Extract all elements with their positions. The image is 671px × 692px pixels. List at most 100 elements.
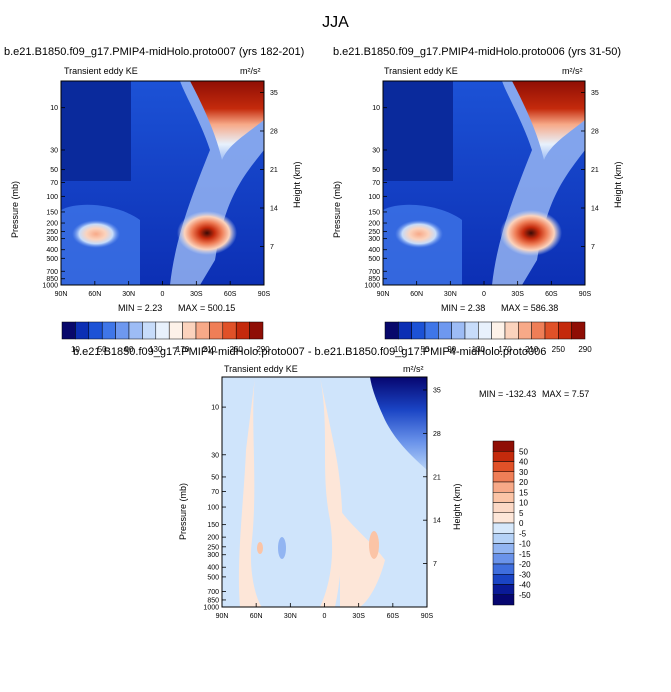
panel3-ytick-label: 10 [211,405,219,412]
panel2-ytick-label: 850 [368,276,380,283]
panel2-xtick-label: 60S [545,291,558,298]
panel3-min: MIN = -132.43 [479,389,537,399]
panel2-ylabel: Pressure (mb) [332,180,342,238]
panel2-min: MIN = 2.38 [441,303,486,313]
panel3-colorbar-swatch [492,481,515,493]
panel1-nh-core [72,220,120,248]
panel3-colorbar-label: -5 [519,529,527,538]
panel2-ytick-label: 700 [368,269,380,276]
panel3-colorbar-label: 5 [519,509,524,518]
panel1-colorbar-swatch [115,321,130,340]
panel1-colorbar-label: 90 [125,345,134,354]
panel2-colorbar-swatch [438,321,452,340]
panel1-ytick-label: 100 [46,194,58,201]
panel3-xtick-label: 60S [387,613,400,620]
panel2-xtick-label: 90N [377,291,390,298]
panel1-colorbar-swatch [155,321,170,340]
panel3-ytick-label: 1000 [203,605,219,612]
panel3-ytick-label: 250 [207,544,219,551]
panel3-y2tick-label: 7 [433,561,437,568]
panel3-positive-band-3 [340,510,385,607]
panel1-deep-region [61,81,131,181]
panel1-colorbar-swatch [61,321,76,340]
panel2-xtick-label: 0 [482,291,486,298]
panel2-ytick-label: 400 [368,247,380,254]
panel3-y2tick-label: 21 [433,474,441,481]
panel3-colorbar-label: 20 [519,478,528,487]
panel1-colorbar-swatch [168,321,183,340]
panel1-colorbar-swatch [249,321,264,340]
panel1-y2tick-label: 35 [270,90,278,97]
panel1-xtick-label: 60S [224,291,237,298]
panel3-ytick-label: 50 [211,474,219,481]
panel2-y2tick-label: 21 [591,167,599,174]
panel2-colorbar-swatch [451,321,466,340]
panel1-colorbar-swatch [235,321,250,340]
panel2-y2tick-label: 28 [591,128,599,135]
panel2-colorbar-swatch [398,321,412,340]
panel3-subtitle: Transient eddy KE [224,364,298,374]
panel1-colorbar-label: 130 [149,345,163,354]
panel3-ytick-label: 400 [207,565,219,572]
panel3-positive-core-2 [257,542,263,554]
panel3-colorbar-swatch [492,533,515,544]
panel2-ytick-label: 50 [372,167,380,174]
panel1-colorbar-swatch [101,321,116,340]
panel3-xtick-label: 90N [216,613,229,620]
panel2-colorbar-swatch [478,321,492,340]
panel2-ytick-label: 1000 [364,283,380,290]
panel2-xtick-label: 30S [511,291,524,298]
panel1-colorbar-swatch [209,321,224,340]
panel3-colorbar-label: -10 [519,540,531,549]
panel3-ytick-label: 70 [211,489,219,496]
panel3-xtick-label: 30S [352,613,365,620]
panel1-xtick-label: 90N [55,291,68,298]
panel3-y2tick-label: 14 [433,518,441,525]
panel2-ytick-label: 100 [368,194,380,201]
colorbars: 10 50 90 130 170 210 250 290 10 50 90 130 170 210 250 2… [61,321,592,606]
panel1-colorbar-label: 250 [230,345,244,354]
panel2-nh-core [395,220,443,248]
panel3-positive-core [369,531,379,559]
panel3-ytick-label: 700 [207,589,219,596]
panel2-colorbar-swatch [411,321,426,340]
panel2-colorbar-swatch [491,321,506,340]
panel2-colorbar-swatch [544,321,559,340]
panel1-ytick-label: 850 [46,276,58,283]
panel2-ytick-label: 200 [368,221,380,228]
panel3-title: b.e21.B1850.f09_g17.PMIP4-midHolo.proto0… [73,346,547,358]
panel3-ytick-label: 300 [207,552,219,559]
panel3-colorbar-swatch [492,594,515,606]
panel2-max: MAX = 586.38 [501,303,559,313]
panel3-xtick-label: 90S [421,613,434,620]
panel2-colorbar-label: 10 [394,345,403,354]
panel2-subtitle: Transient eddy KE [384,66,458,76]
panel1-colorbar-label: 210 [203,345,217,354]
panel3-units: m²/s² [403,364,424,374]
panel2-colorbar-label: 290 [578,345,592,354]
panel1-xtick-label: 0 [161,291,165,298]
panel3-colorbar-swatch [492,553,515,565]
panel1-colorbar-swatch [142,321,157,340]
panel1-ytick-label: 150 [46,209,58,216]
panel2-units: m²/s² [562,66,583,76]
panel2-xtick-label: 90S [579,291,592,298]
panel2-ytick-label: 300 [368,236,380,243]
panel1-ylabel: Pressure (mb) [10,180,20,238]
panel2-colorbar-label: 250 [552,345,566,354]
panel3-colorbar-swatch [492,440,515,452]
panel3-ytick-label: 850 [207,597,219,604]
panel3-colorbar-label: 15 [519,488,528,497]
panel3-positive-band-2 [320,377,343,607]
panel2-y2tick-label: 14 [591,205,599,212]
panel3-colorbar-label: 10 [519,499,528,508]
panel3-colorbar-label: 40 [519,458,528,467]
panel1-xtick-label: 30N [122,291,135,298]
panel3-ytick-label: 200 [207,535,219,542]
panel1-colorbar-label: 50 [98,345,107,354]
panel1-xtick-label: 60N [88,291,101,298]
panel1-title: b.e21.B1850.f09_g17.PMIP4-midHolo.proto0… [4,46,305,58]
panel3-colorbar-label: -50 [519,591,531,600]
panel3-colorbar-label: -15 [519,550,531,559]
panel1-ytick-label: 500 [46,256,58,263]
